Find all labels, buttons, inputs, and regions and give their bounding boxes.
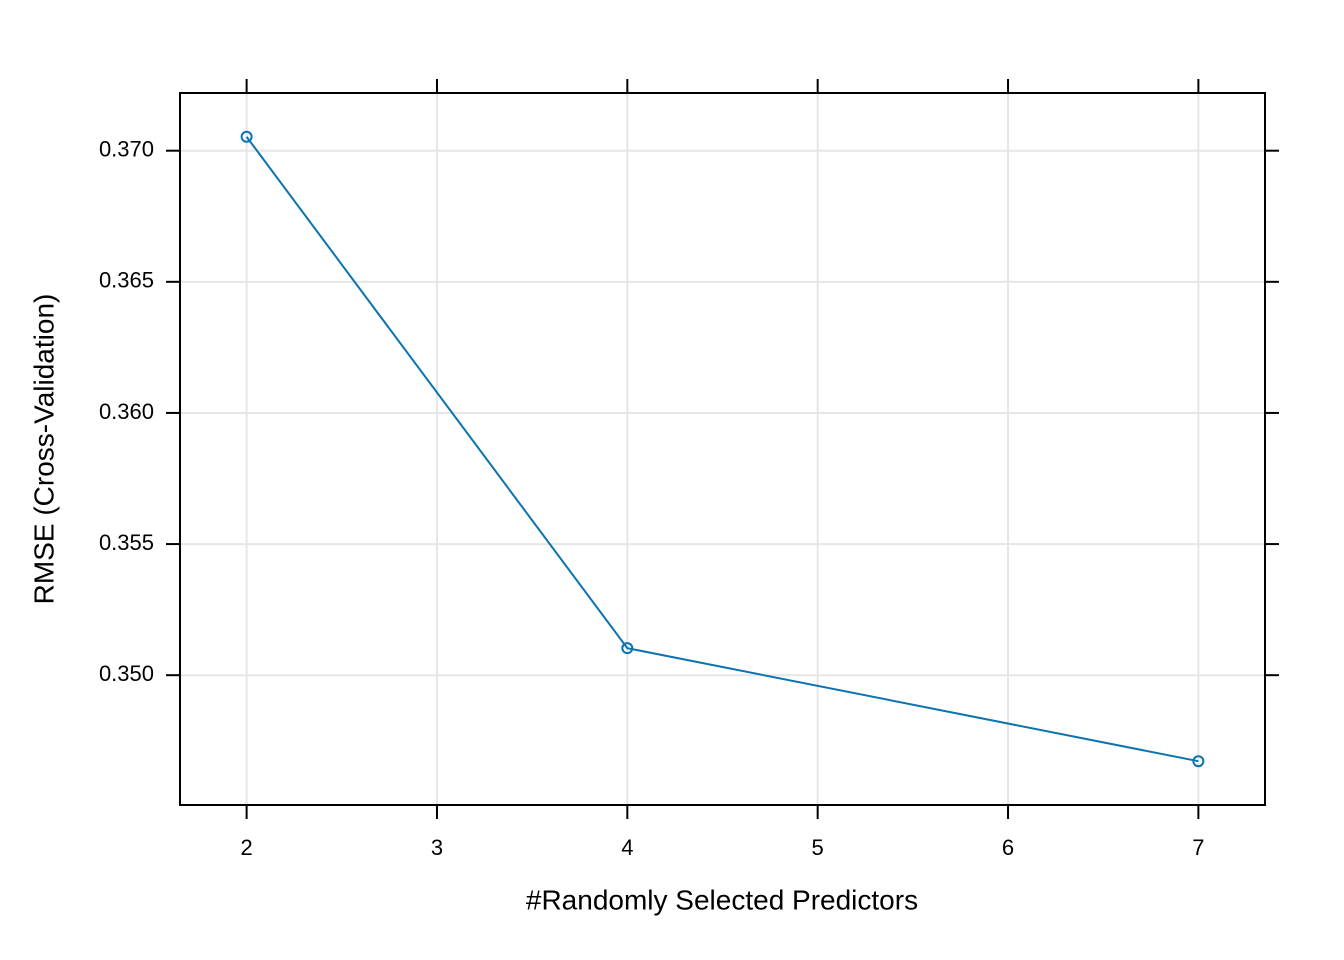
plot-frame	[179, 92, 1266, 806]
y-tick-label: 0.350	[99, 661, 154, 686]
line	[245, 136, 1199, 763]
point	[621, 642, 634, 655]
y-tick-label: 0.355	[99, 530, 154, 555]
x-tick-label: 6	[1002, 835, 1014, 860]
point	[240, 130, 253, 143]
y-tick-label: 0.370	[99, 137, 154, 162]
x-tick-label: 2	[240, 835, 252, 860]
y-tick-label: 0.360	[99, 399, 154, 424]
point	[1192, 755, 1205, 768]
x-axis-title: #Randomly Selected Predictors	[526, 884, 918, 915]
y-axis-title: RMSE (Cross-Validation)	[28, 294, 59, 605]
x-tick-label: 7	[1192, 835, 1204, 860]
y-tick-label: 0.365	[99, 268, 154, 293]
x-tick-label: 5	[812, 835, 824, 860]
x-tick-label: 3	[431, 835, 443, 860]
x-tick-label: 4	[621, 835, 633, 860]
